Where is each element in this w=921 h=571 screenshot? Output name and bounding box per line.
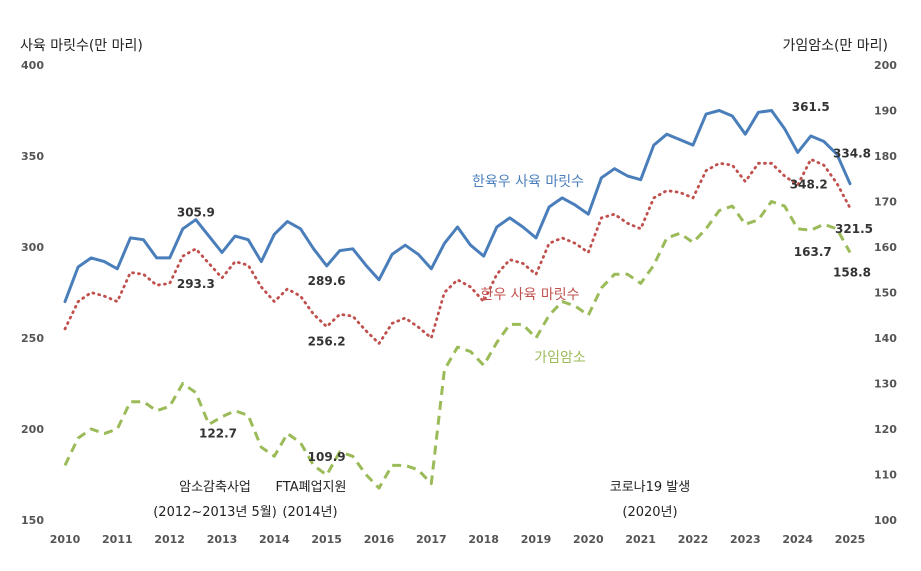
series-line-1 <box>63 109 852 304</box>
data-label: 361.5 <box>792 100 830 114</box>
x-tick-label: 2020 <box>573 533 604 546</box>
y-left-tick-label: 300 <box>21 241 44 254</box>
event-annotation: 암소감축사업 <box>179 480 251 495</box>
x-tick-label: 2011 <box>102 533 133 546</box>
y-right-tick-label: 190 <box>874 105 897 118</box>
y-right-tick-label: 150 <box>874 287 897 300</box>
x-tick-label: 2015 <box>311 533 342 546</box>
series-line-3 <box>63 200 852 490</box>
event-annotation: (2012~2013년 5월) <box>153 505 277 520</box>
x-tick-label: 2014 <box>259 533 290 546</box>
data-label: 321.5 <box>835 222 873 236</box>
event-annotation: FTA폐업지원 <box>276 480 347 495</box>
x-tick-label: 2022 <box>678 533 709 546</box>
y-left-axis-title: 사육 마릿수(만 마리) <box>20 38 143 54</box>
y-right-tick-label: 120 <box>874 423 897 436</box>
y-right-tick-label: 180 <box>874 150 897 163</box>
x-tick-label: 2010 <box>50 533 81 546</box>
x-tick-label: 2012 <box>154 533 185 546</box>
y-left-ticks: 150 200 250 300 350 400 <box>21 59 44 527</box>
data-label: 109.9 <box>308 450 346 464</box>
x-tick-label: 2016 <box>364 533 395 546</box>
y-right-ticks: 100 110 120 130 140 150 160 170 180 190 200 <box>874 59 897 527</box>
y-left-tick-label: 150 <box>21 514 44 527</box>
x-tick-label: 2024 <box>782 533 813 546</box>
data-label: 348.2 <box>790 177 828 191</box>
y-right-axis-title: 가임암소(만 마리) <box>782 38 888 54</box>
data-label: 163.7 <box>794 245 832 259</box>
series-name-label: 가임암소 <box>534 350 586 366</box>
series-line-2 <box>63 157 852 345</box>
y-right-tick-label: 130 <box>874 378 897 391</box>
data-label: 293.3 <box>177 277 215 291</box>
series-name-label: 한우 사육 마릿수 <box>480 287 579 303</box>
data-label: 305.9 <box>177 205 215 219</box>
x-axis-ticks: 2010 2011 2012 2013 2014 2015 2016 2017 2018 2019… <box>50 533 866 546</box>
y-left-tick-label: 350 <box>21 150 44 163</box>
y-right-tick-label: 200 <box>874 59 897 72</box>
data-label: 256.2 <box>308 335 346 349</box>
y-right-tick-label: 110 <box>874 469 897 482</box>
y-left-tick-label: 250 <box>21 332 44 345</box>
x-tick-label: 2021 <box>625 533 656 546</box>
x-tick-label: 2017 <box>416 533 447 546</box>
y-left-tick-label: 200 <box>21 423 44 436</box>
event-annotations: 암소감축사업 (2012~2013년 5월) FTA폐업지원 (2014년) 코로나19… <box>153 480 690 520</box>
data-label: 334.8 <box>833 147 871 161</box>
x-tick-label: 2019 <box>521 533 552 546</box>
y-right-tick-label: 140 <box>874 332 897 345</box>
data-labels: 305.9 293.3 289.6 256.2 122.7 109.9 361.5 348.2… <box>177 100 873 464</box>
y-right-tick-label: 160 <box>874 241 897 254</box>
event-annotation: (2020년) <box>622 505 677 520</box>
x-tick-label: 2025 <box>835 533 866 546</box>
data-label: 158.8 <box>833 265 871 279</box>
x-tick-label: 2018 <box>468 533 499 546</box>
y-right-tick-label: 170 <box>874 196 897 209</box>
series-lines <box>63 109 852 490</box>
data-label: 122.7 <box>199 427 237 441</box>
y-left-tick-label: 400 <box>21 59 44 72</box>
event-annotation: 코로나19 발생 <box>610 480 690 495</box>
x-tick-label: 2023 <box>730 533 761 546</box>
data-label: 289.6 <box>308 274 346 288</box>
x-tick-label: 2013 <box>207 533 238 546</box>
event-annotation: (2014년) <box>282 505 337 520</box>
y-right-tick-label: 100 <box>874 514 897 527</box>
series-name-label: 한육우 사육 마릿수 <box>472 174 584 190</box>
